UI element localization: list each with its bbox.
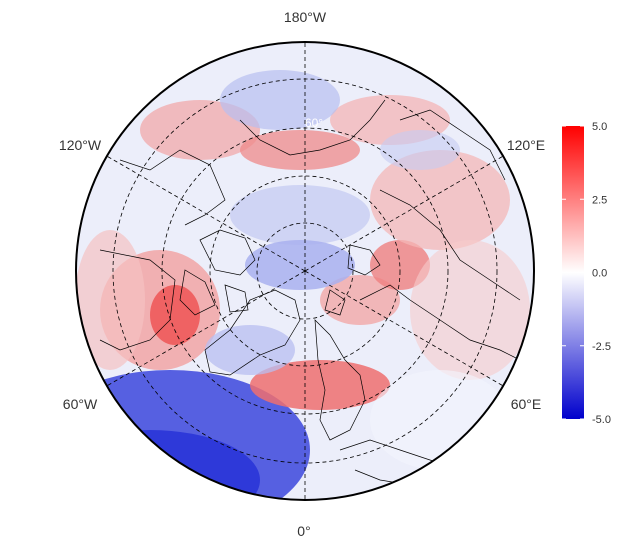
- lon-label-upper-left: 120°W: [59, 137, 102, 153]
- lon-label-lower-right: 60°E: [511, 396, 542, 412]
- lon-label-bottom: 0°: [297, 523, 310, 539]
- map-border: [75, 41, 535, 501]
- lat-label-60: 60°: [305, 116, 323, 130]
- anomaly-field: [76, 42, 534, 500]
- colorbar-tick-label: 5.0: [592, 121, 607, 133]
- colorbar: 5.0 2.5 0.0 -2.5 -5.0: [562, 121, 611, 426]
- colorbar-gradient: [562, 126, 584, 419]
- colorbar-tick-label: 0.0: [592, 268, 607, 280]
- colorbar-tick-label: -2.5: [592, 341, 611, 353]
- colorbar-tick-label: 2.5: [592, 194, 607, 206]
- colorbar-ticks: 5.0 2.5 0.0 -2.5 -5.0: [562, 121, 611, 426]
- lon-label-upper-right: 120°E: [507, 137, 545, 153]
- lon-label-lower-left: 60°W: [63, 396, 98, 412]
- lon-label-top: 180°W: [284, 9, 327, 25]
- colorbar-tick-label: -5.0: [592, 414, 611, 426]
- graticule: [104, 42, 506, 500]
